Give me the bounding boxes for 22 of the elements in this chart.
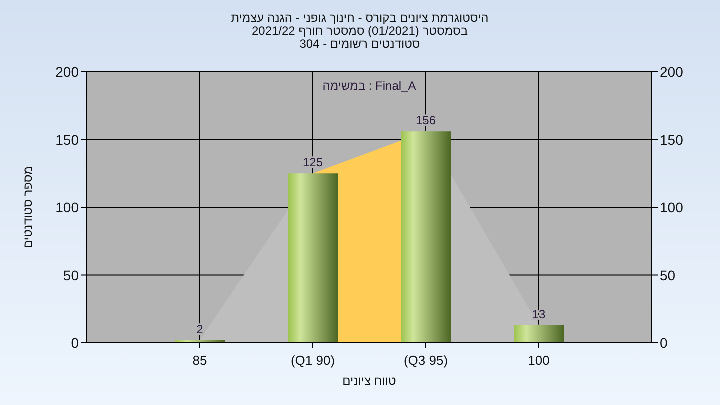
y2-tick-label: 50	[660, 267, 676, 284]
y2-tick-label: 0	[660, 335, 668, 351]
y-axis-title: מספר סטודנטים	[21, 166, 35, 249]
y-tick-label: 150	[56, 132, 80, 148]
y-tick-label: 50	[63, 267, 80, 284]
chart-subtitle: בסמסטר (01/2021) סמסטר חורף 2021/22 סטודנטים רשומים - 304	[252, 24, 468, 51]
x-axis-title: טווח ציונים	[342, 374, 397, 388]
x-tick-label: (Q3 95)	[404, 353, 448, 368]
chart-title: היסטוגרמת ציונים בקורס - חינוך גופני - הגנה עצמית	[231, 11, 489, 25]
y-tick-label: 200	[56, 64, 80, 80]
bar	[401, 132, 451, 343]
annotation: במשימה : Final_A	[322, 79, 416, 93]
y2-tick-label: 100	[660, 200, 684, 216]
x-tick-label: (Q1 90)	[290, 353, 336, 368]
y-tick-label: 0	[71, 335, 80, 351]
x-tick-label: 100	[528, 353, 550, 368]
x-tick-label: 85	[192, 353, 208, 368]
y2-tick-label: 200	[660, 64, 684, 80]
bar	[288, 174, 338, 343]
y-tick-label: 100	[56, 200, 80, 216]
y2-tick-label: 150	[660, 132, 684, 148]
bar	[514, 325, 564, 343]
